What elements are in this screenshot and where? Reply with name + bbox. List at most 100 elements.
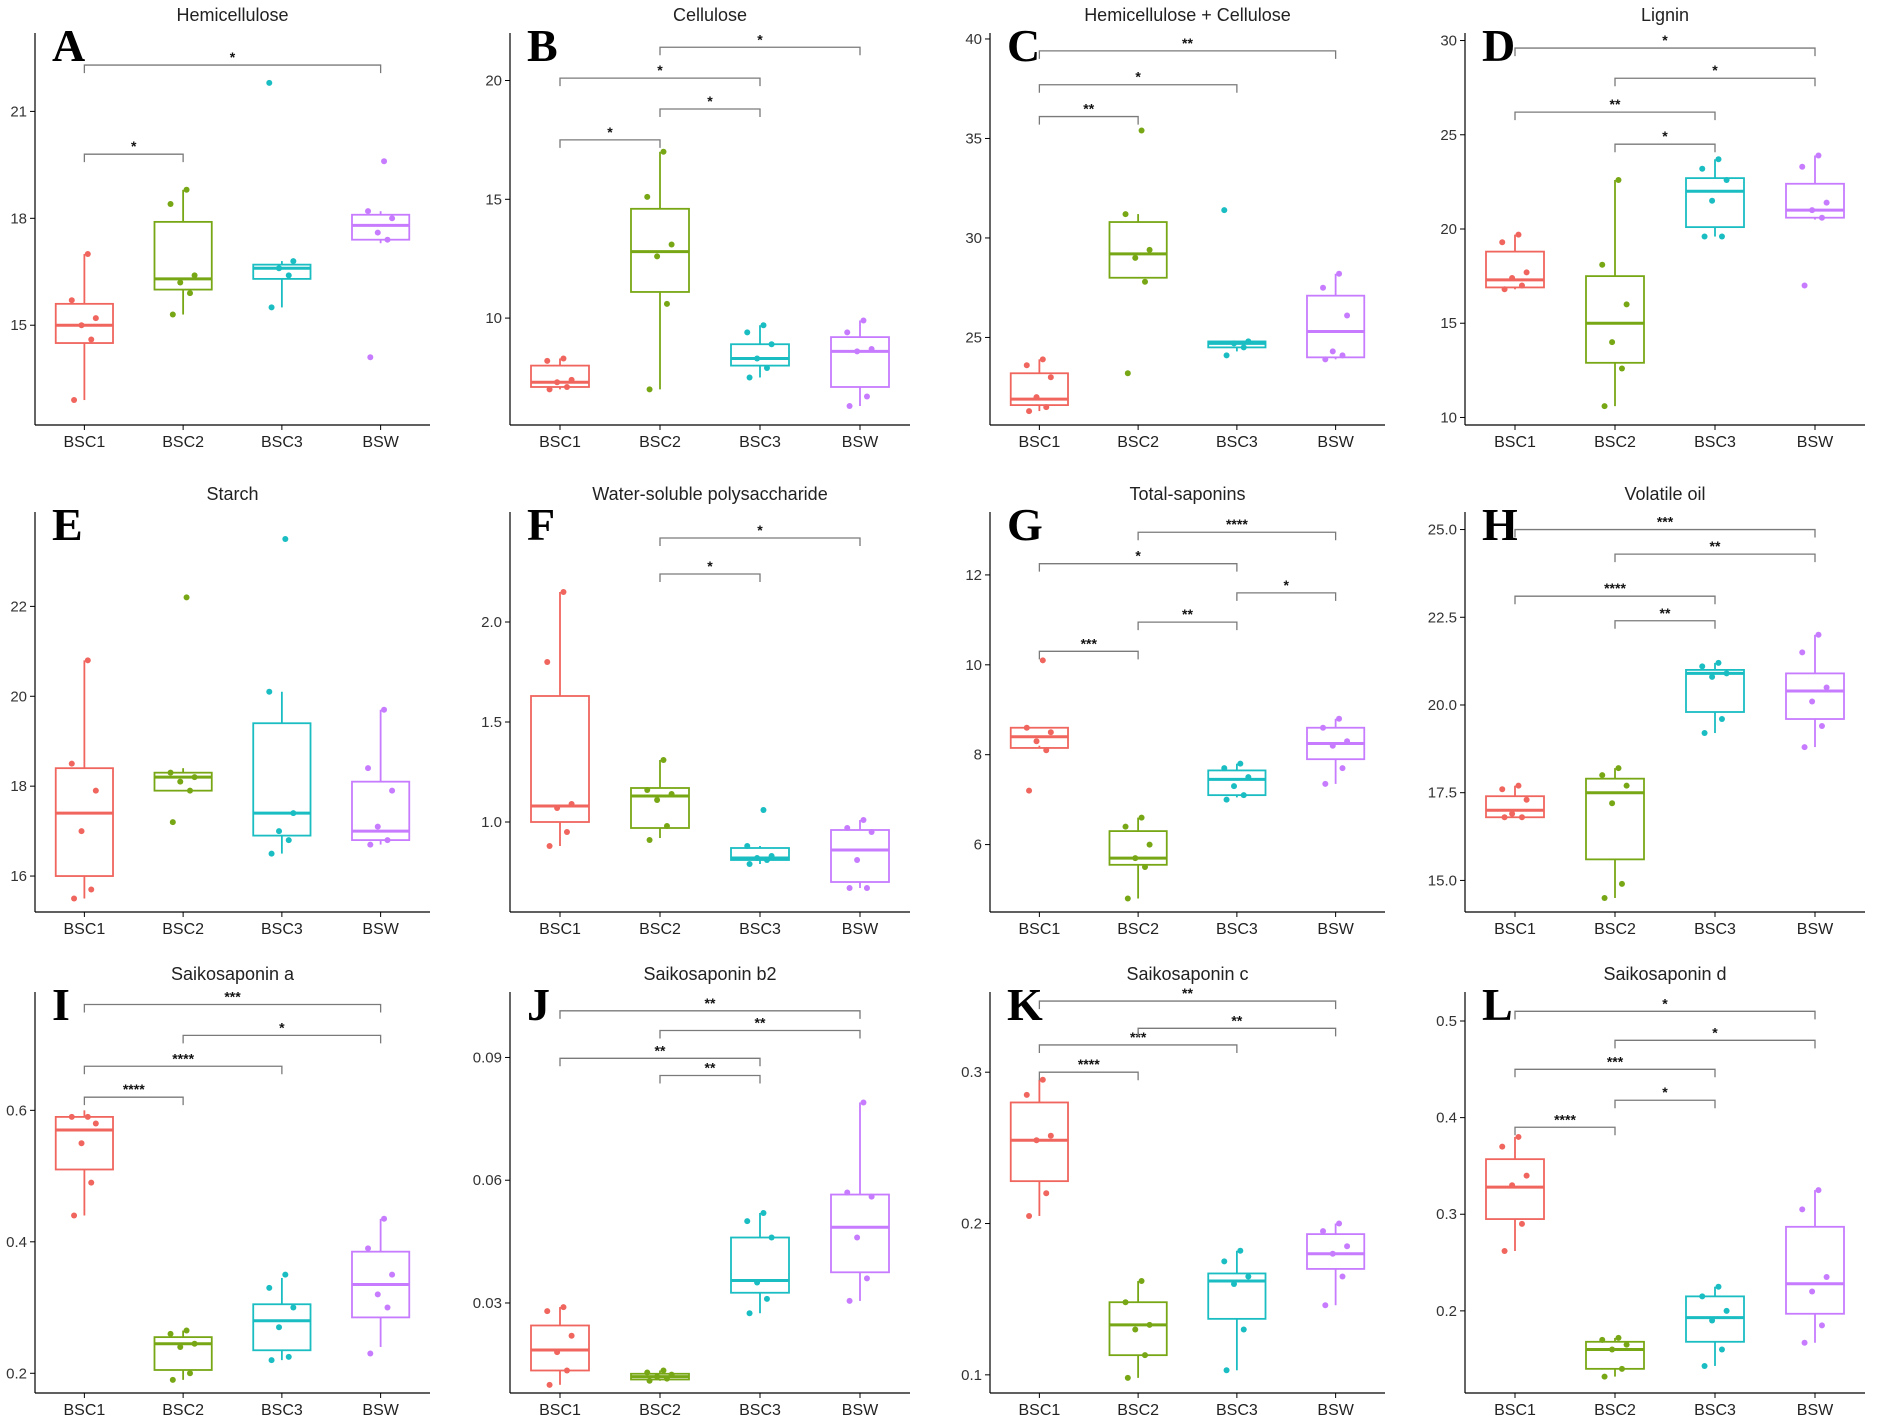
x-tick-label: BSC1: [539, 434, 581, 451]
y-tick-label: 0.1: [961, 1367, 982, 1384]
data-point: [1132, 1326, 1139, 1333]
data-point: [186, 290, 193, 297]
data-point: [1141, 1352, 1148, 1359]
significance-bracket: ****: [1514, 580, 1716, 605]
data-point: [1141, 278, 1148, 285]
x-tick-label: BSC3: [1216, 434, 1258, 451]
bracket-line: [659, 537, 861, 546]
box-bsc2: [1585, 1334, 1645, 1380]
y-tick-label: 20.0: [1428, 697, 1457, 714]
significance-bracket: *: [182, 1019, 382, 1044]
box-bsc2: [1585, 177, 1645, 410]
panel-title: Saikosaponin a: [171, 964, 295, 984]
data-point: [863, 1275, 870, 1282]
data-point: [1499, 239, 1506, 246]
box-iqr: [630, 787, 690, 829]
significance-label: *: [1712, 62, 1718, 78]
significance-label: ***: [224, 988, 241, 1004]
box-bsw: [1306, 270, 1366, 363]
data-point: [660, 148, 667, 155]
data-point: [844, 825, 851, 831]
box-bsw: [1785, 1187, 1845, 1346]
bracket-line: [1514, 47, 1816, 57]
data-point: [668, 791, 675, 797]
data-point: [1701, 1362, 1708, 1369]
box-iqr: [730, 847, 790, 861]
x-tick-label: BSC2: [1117, 921, 1159, 938]
bracket-line: [559, 77, 761, 87]
x-tick-label: BSC3: [261, 434, 303, 451]
y-tick-label: 17.5: [1428, 785, 1457, 802]
data-point: [266, 688, 273, 695]
data-point: [644, 1369, 651, 1376]
data-point: [1823, 199, 1830, 206]
data-point: [1723, 1307, 1730, 1314]
panel-label: G: [1007, 499, 1043, 550]
data-point: [1344, 312, 1351, 319]
box-iqr: [351, 213, 411, 241]
data-point: [1715, 1283, 1722, 1290]
data-point: [1618, 1365, 1625, 1372]
bracket-line: [559, 1057, 761, 1067]
y-tick-label: 35: [965, 130, 982, 147]
data-point: [1245, 1273, 1252, 1280]
panel-c: Hemicellulose + Cellulose C 25 30 35 40 BSC1 BS…: [965, 5, 1385, 451]
data-point: [1023, 724, 1030, 731]
data-point: [1336, 270, 1343, 277]
panel-title: Hemicellulose + Cellulose: [1084, 5, 1291, 25]
panel-label: E: [52, 499, 83, 550]
y-tick-label: 0.6: [6, 1102, 27, 1119]
y-tick-label: 10: [485, 310, 502, 327]
data-point: [268, 850, 275, 857]
data-point: [1501, 814, 1508, 821]
data-point: [846, 885, 853, 891]
bracket-line: [1038, 563, 1238, 572]
data-point: [844, 1189, 851, 1196]
data-point: [177, 778, 184, 785]
data-point: [1709, 673, 1716, 680]
bracket-line: [1038, 1000, 1337, 1010]
box-iqr: [153, 1336, 213, 1371]
panel-label: A: [52, 20, 85, 71]
x-tick-label: BSC2: [639, 434, 681, 451]
significance-bracket: *: [659, 558, 761, 582]
panel-l: Saikosaponin d L 0.2 0.3 0.4 0.5 BSC1 BSC2 BSC3 B…: [1436, 964, 1865, 1417]
bracket-line: [1514, 111, 1716, 121]
data-point: [374, 229, 381, 236]
significance-label: *: [1662, 1084, 1668, 1100]
data-point: [1132, 254, 1139, 261]
data-point: [854, 1234, 861, 1241]
y-tick-label: 18: [10, 210, 27, 227]
panel-title: Volatile oil: [1624, 484, 1705, 504]
panel-title: Total-saponins: [1129, 484, 1245, 504]
data-point: [1122, 823, 1129, 830]
y-tick-label: 0.06: [473, 1172, 502, 1189]
significance-bracket: *: [1038, 69, 1238, 93]
data-point: [660, 757, 667, 763]
x-tick-label: BSW: [842, 921, 879, 938]
data-point: [1033, 394, 1040, 401]
box-iqr: [1685, 668, 1745, 713]
data-point: [268, 1357, 275, 1364]
data-point: [760, 1209, 767, 1216]
bracket-line: [83, 1065, 283, 1075]
data-point: [186, 787, 193, 794]
box-bsc1: [530, 355, 590, 393]
significance-bracket: ***: [1514, 514, 1816, 538]
data-point: [191, 1340, 198, 1347]
box-iqr: [1785, 1225, 1845, 1315]
data-point: [744, 1218, 751, 1225]
y-tick-label: 0.3: [961, 1064, 982, 1081]
bracket-line: [1038, 1071, 1139, 1081]
data-point: [266, 79, 273, 86]
data-point: [1240, 1326, 1247, 1333]
significance-bracket: ****: [83, 1081, 184, 1106]
y-tick-label: 0.03: [473, 1295, 502, 1312]
data-point: [78, 1140, 85, 1147]
data-point: [644, 787, 651, 793]
significance-label: *: [1662, 32, 1668, 48]
data-point: [68, 297, 75, 304]
data-point: [1124, 1374, 1131, 1381]
data-point: [78, 322, 85, 329]
significance-bracket: *: [1514, 32, 1816, 57]
